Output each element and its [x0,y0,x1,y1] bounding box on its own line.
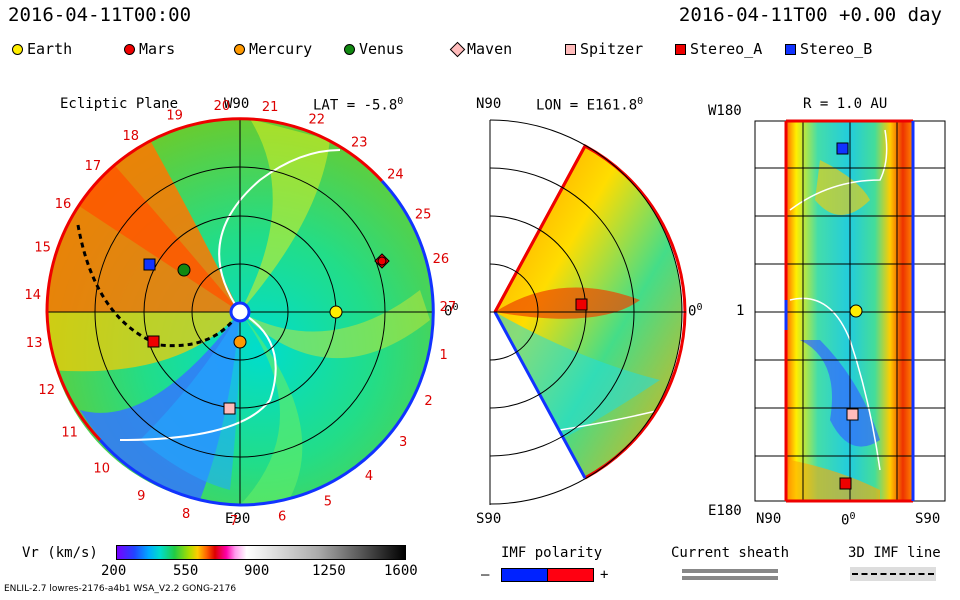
sector-number: 4 [365,469,373,484]
sector-number: 21 [262,100,279,115]
model-footer: ENLIL-2.7 lowres-2176-a4b1 WSA_V2.2 GONG… [4,584,237,594]
legend-item-earth: Earth [12,40,72,58]
legend-item-maven: Maven [449,40,512,58]
radial-x-mid: 00 [841,511,856,529]
ecliptic-bottom-label: E90 [225,511,251,527]
sector-number: 2 [424,394,432,409]
meridional-top-label: N90 [476,96,502,112]
sector-number: 6 [278,510,286,525]
mars-marker [377,256,387,266]
legend-item-mercury: Mercury [234,40,312,58]
imf-negative-swatch [501,568,548,582]
radial-bottom-label: E180 [708,503,742,519]
current-sheath-line [218,149,341,313]
sector-number: 27 [440,300,457,315]
imf-plus: + [600,567,609,583]
velocity-colorbar [116,545,406,560]
radial-x-left: N90 [756,511,782,527]
imf-polarity-title: IMF polarity [501,545,603,561]
mars-marker-icon [124,43,135,55]
colorbar-tick-550: 550 [173,563,199,579]
sector-number: 23 [351,136,368,151]
meridional-bottom-label: S90 [476,511,502,527]
colorbar-tick-1600: 1600 [384,563,418,579]
legend-item-venus: Venus [344,40,404,58]
sector-number: 7 [230,514,238,529]
sector-number: 3 [399,435,407,450]
sector-number: 14 [25,288,42,303]
spitzer-marker-icon [565,43,576,55]
ecliptic-top-label: W90 [224,96,250,112]
sector-number: 19 [166,109,183,124]
mercury-marker-icon [234,43,245,55]
radial-top-label: W180 [708,103,742,119]
sector-number: 9 [137,489,145,504]
legend-item-stereo-a: Stereo_A [675,40,762,58]
ecliptic-lat: LAT = -5.80 [313,96,404,114]
sector-number: 12 [38,383,55,398]
meridional-right-label: 00 [688,302,703,320]
imf-minus: – [481,567,490,583]
sector-number: 20 [214,99,231,114]
imf-line-title: 3D IMF line [848,545,941,561]
earth-marker [329,305,343,319]
radial-earth-marker [849,304,863,318]
meridional-lon: LON = E161.80 [536,96,644,114]
stereo-b-marker [143,258,156,271]
current-sheath-swatch [682,569,778,573]
legend-item-stereo-b: Stereo_B [785,40,872,58]
radial-stereo-a-marker [839,477,852,490]
sector-number: 18 [123,129,140,144]
stereo-a-marker-icon [675,43,686,55]
sector-number-labels: 20 21222324252627123456789101112131415161… [25,99,457,529]
sector-number: 10 [93,461,110,476]
sector-number: 16 [55,197,72,212]
ecliptic-right-label: 00 [444,302,459,320]
sector-number: 5 [324,495,332,510]
earth-marker-icon [12,43,23,55]
meridional-stereo-a-marker [575,298,588,311]
legend-item-spitzer: Spitzer [565,40,643,58]
colorbar-tick-900: 900 [244,563,270,579]
sun-icon [229,301,251,323]
radial-stereo-b-marker [836,142,849,155]
stereo-b-marker-icon [785,43,796,55]
sector-number: 17 [85,159,102,174]
imf-positive-swatch [547,568,594,582]
venus-marker-icon [344,43,355,55]
sector-number: 22 [309,113,326,128]
sector-number: 8 [182,507,190,522]
radial-spitzer-marker [846,408,859,421]
spitzer-marker [223,402,236,415]
colorbar-label: Vr (km/s) [22,545,98,561]
sector-number: 26 [433,252,450,267]
current-sheath-title: Current sheath [671,545,790,561]
sector-number: 25 [415,207,432,222]
venus-marker [177,263,191,277]
sector-number: 1 [440,348,448,363]
ecliptic-title: Ecliptic Plane [60,96,179,112]
colorbar-tick-1250: 1250 [312,563,346,579]
radial-distance: R = 1.0 AU [803,96,888,112]
mercury-marker [233,335,247,349]
sector-number: 13 [26,336,43,351]
sector-number: 24 [387,168,404,183]
radial-x-right: S90 [915,511,941,527]
radial-mid-label: 1 [736,303,745,319]
time-stamp-left: 2016-04-11T00:00 [8,4,192,26]
legend-item-mars: Mars [124,40,175,58]
sector-number: 15 [34,241,51,256]
stereo-a-marker [147,335,160,348]
object-legend: Earth Mars Mercury Venus Maven Spitzer S… [12,40,952,60]
colorbar-tick-200: 200 [101,563,127,579]
time-stamp-right: 2016-04-11T00 +0.00 day [678,4,942,26]
sector-number: 11 [61,425,78,440]
